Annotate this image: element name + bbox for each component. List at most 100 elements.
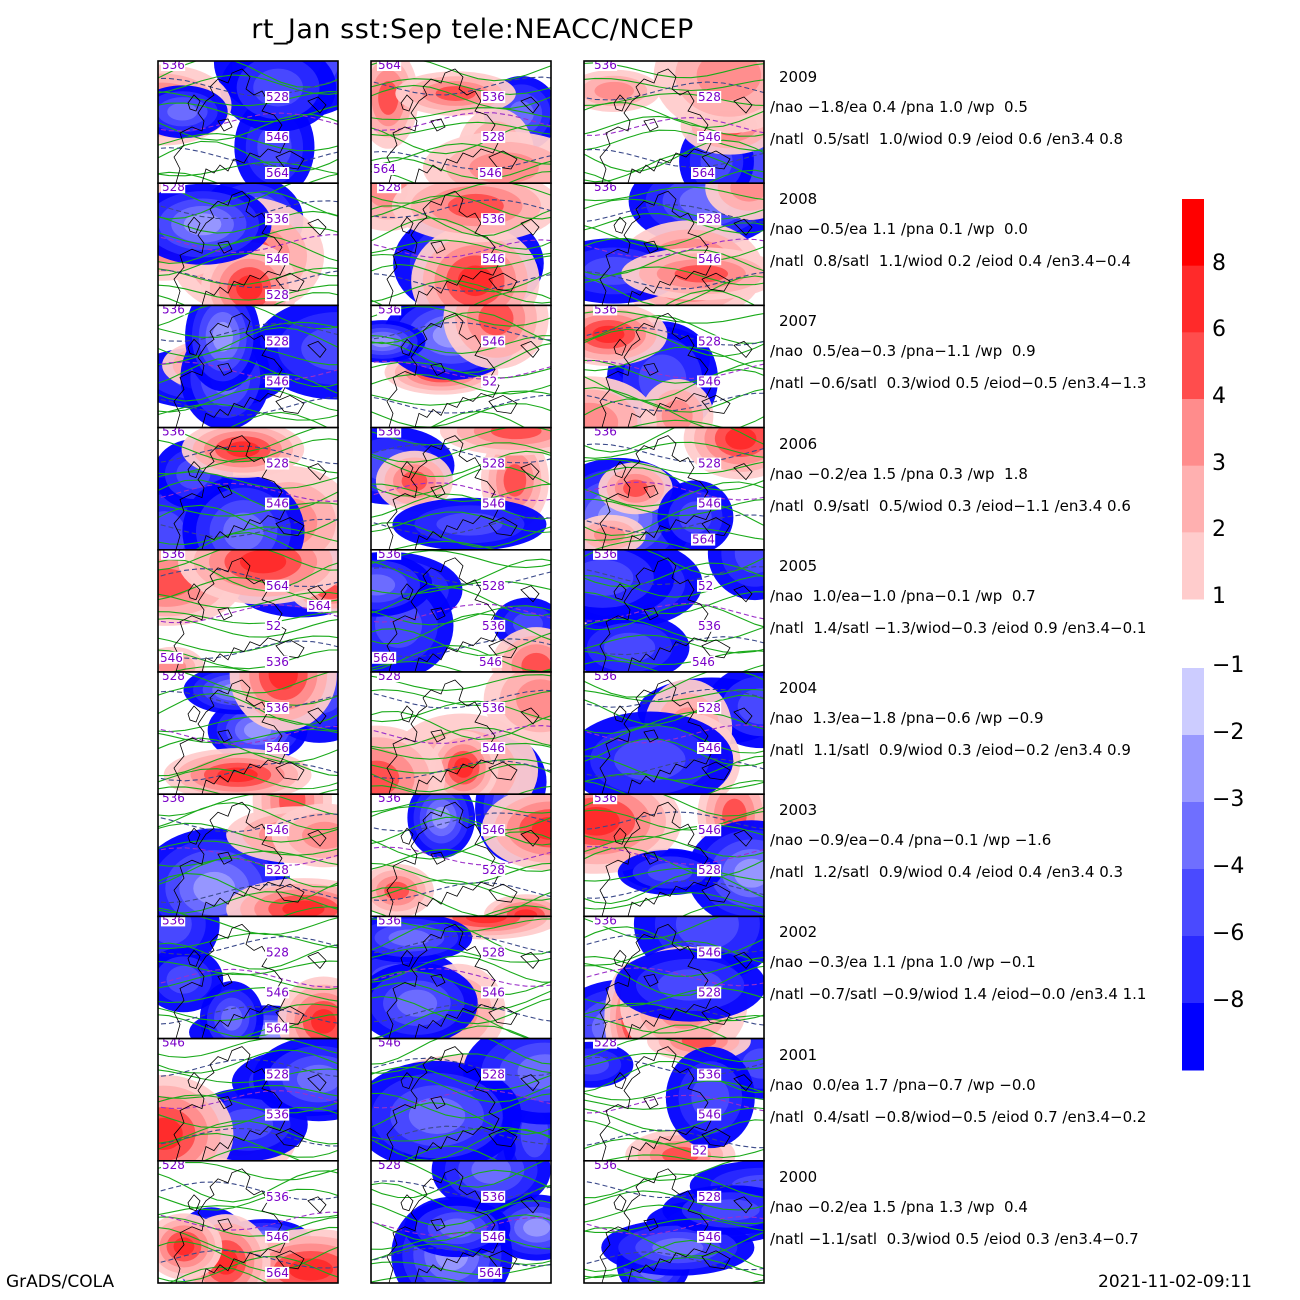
svg-text:528: 528 <box>698 863 721 877</box>
contour-label: 528 <box>481 457 506 471</box>
contour-label: 546 <box>481 497 506 511</box>
svg-text:536: 536 <box>162 547 185 561</box>
contour-label: 528 <box>265 863 290 877</box>
svg-text:536: 536 <box>378 302 401 316</box>
map-panel-2005-2: 536 528 536 546 564 <box>370 548 552 673</box>
colorbar-swatch <box>1182 1003 1204 1071</box>
year-label: 2000 <box>779 1167 818 1186</box>
svg-text:546: 546 <box>698 1230 721 1244</box>
contour-label: 546 <box>265 374 290 388</box>
contour-label: 52 <box>481 374 498 388</box>
contour-label: 528 <box>697 863 722 877</box>
contour-label: 536 <box>593 1158 618 1172</box>
contour-label: 536 <box>593 794 618 805</box>
svg-text:536: 536 <box>594 669 617 683</box>
map-panel-2002-2: 536 528 546 <box>370 915 552 1040</box>
year-label: 2003 <box>779 801 818 820</box>
svg-text:528: 528 <box>378 1158 401 1172</box>
contour-label: 528 <box>481 945 506 959</box>
contour-label: 536 <box>593 669 618 683</box>
map-panel-2006-1: 536 528 546 <box>157 426 339 551</box>
svg-text:528: 528 <box>482 457 505 471</box>
contour-label: 546 <box>697 374 722 388</box>
svg-text:546: 546 <box>266 823 289 837</box>
svg-text:536: 536 <box>482 90 505 104</box>
colorbar-tick-label: 6 <box>1212 317 1226 343</box>
contour-label: 546 <box>377 1038 402 1050</box>
svg-text:528: 528 <box>698 212 721 226</box>
svg-text:564: 564 <box>266 1266 289 1280</box>
svg-text:52: 52 <box>692 1144 707 1158</box>
map-panel-2009-2: 564 536 528 546 564 <box>370 58 552 184</box>
svg-text:536: 536 <box>482 701 505 715</box>
contour-label: 536 <box>481 701 506 715</box>
contour-label: 536 <box>593 180 618 194</box>
contour-label: 564 <box>372 651 397 665</box>
colorbar-swatch <box>1182 532 1204 600</box>
svg-text:564: 564 <box>378 58 401 72</box>
svg-text:546: 546 <box>479 166 502 180</box>
map-panel-2001-2: 546 528 <box>370 1037 552 1162</box>
svg-text:528: 528 <box>266 863 289 877</box>
contour-label: 546 <box>481 985 506 999</box>
svg-text:536: 536 <box>162 302 185 316</box>
contour-label: 546 <box>697 130 722 144</box>
contour-label: 546 <box>481 823 506 837</box>
svg-text:536: 536 <box>594 1158 617 1172</box>
contour-label: 536 <box>481 1190 506 1204</box>
svg-text:546: 546 <box>266 374 289 388</box>
contour-label: 528 <box>161 672 186 683</box>
contour-label: 536 <box>593 305 618 316</box>
contour-label: 528 <box>265 334 290 348</box>
contour-label: 536 <box>377 427 402 439</box>
svg-text:536: 536 <box>594 425 617 439</box>
svg-text:528: 528 <box>266 945 289 959</box>
contour-label: 528 <box>481 579 506 593</box>
contour-label: 528 <box>697 212 722 226</box>
contour-label: 528 <box>377 1158 402 1172</box>
svg-text:546: 546 <box>698 374 721 388</box>
svg-text:528: 528 <box>162 1158 185 1172</box>
contour-label: 528 <box>265 945 290 959</box>
contour-label: 564 <box>307 599 332 613</box>
svg-text:546: 546 <box>698 497 721 511</box>
contour-label: 546 <box>481 741 506 755</box>
contour-label: 546 <box>481 1230 506 1244</box>
contour-label: 564 <box>265 1021 290 1035</box>
svg-text:528: 528 <box>594 1036 617 1050</box>
svg-text:528: 528 <box>698 334 721 348</box>
contour-label: 52 <box>691 1144 708 1158</box>
contour-label: 536 <box>593 61 618 72</box>
contour-label: 536 <box>265 655 290 669</box>
svg-text:546: 546 <box>698 823 721 837</box>
map-panel-2004-1: 528 536 546 <box>157 671 339 795</box>
contour-label: 546 <box>697 823 722 837</box>
svg-text:536: 536 <box>266 1108 289 1122</box>
contour-label: 536 <box>377 302 402 316</box>
contour-label: 528 <box>697 985 722 999</box>
contour-label: 528 <box>697 334 722 348</box>
svg-text:546: 546 <box>482 741 505 755</box>
contour-label: 528 <box>265 457 290 471</box>
index-line-2: /natl 1.2/satl 0.9/wiod 0.4 /eiod 0.4 /e… <box>770 863 1124 882</box>
svg-text:528: 528 <box>162 180 185 194</box>
contour-label: 546 <box>161 1038 186 1050</box>
contour-label: 528 <box>377 180 402 194</box>
svg-text:536: 536 <box>594 180 617 194</box>
contour-label: 564 <box>691 166 716 180</box>
contour-label: 528 <box>481 863 506 877</box>
svg-text:564: 564 <box>373 162 396 176</box>
svg-text:528: 528 <box>378 180 401 194</box>
contour-label: 528 <box>697 457 722 471</box>
colorbar-swatch <box>1182 465 1204 533</box>
contour-label: 536 <box>161 427 186 439</box>
svg-text:546: 546 <box>482 334 505 348</box>
svg-text:528: 528 <box>266 288 289 302</box>
svg-text:546: 546 <box>482 497 505 511</box>
contour-label: 528 <box>161 180 186 194</box>
contour-label: 546 <box>481 334 506 348</box>
index-line-2: /natl 0.4/satl −0.8/wiod−0.5 /eiod 0.7 /… <box>770 1107 1147 1126</box>
svg-text:528: 528 <box>698 90 721 104</box>
map-panel-2004-2: 528 536 546 <box>370 671 552 795</box>
index-line-2: /natl −0.7/satl −0.9/wiod 1.4 /eiod−0.0 … <box>770 985 1147 1004</box>
